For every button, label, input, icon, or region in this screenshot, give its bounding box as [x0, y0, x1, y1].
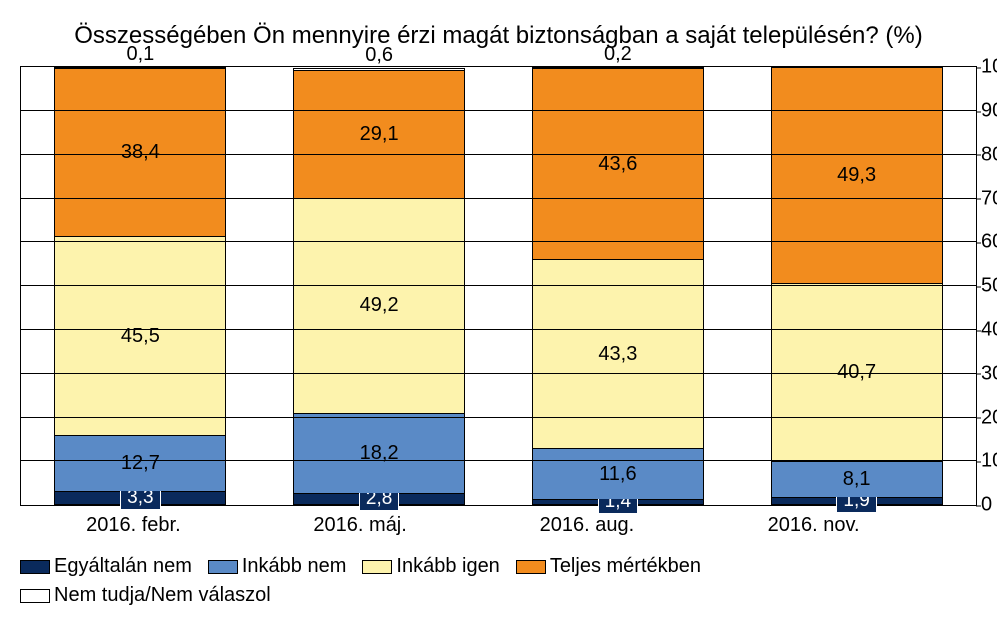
- y-tick-label: 70: [981, 187, 997, 210]
- bar-segment-inkabb_igen: 45,5: [54, 236, 226, 435]
- legend-label: Inkább nem: [242, 555, 347, 578]
- bar-segment-teljes_mertekben: 29,1: [293, 70, 465, 197]
- gridline: [21, 460, 976, 461]
- bar-segment-egyaltalan_nem: 2,8: [293, 493, 465, 505]
- y-tick-label: 0: [981, 494, 992, 517]
- y-tick-label: 50: [981, 275, 997, 298]
- bar-segment-inkabb_igen: 49,2: [293, 198, 465, 413]
- y-tick-label: 60: [981, 231, 997, 254]
- bar-segment-teljes_mertekben: 49,3: [771, 67, 943, 283]
- legend-swatch: [516, 560, 546, 574]
- segment-value-label: 0,2: [604, 43, 632, 66]
- legend-swatch: [362, 560, 392, 574]
- bar-segment-nem_tudja: 0,1: [54, 67, 226, 68]
- segment-value-label: 49,3: [837, 164, 876, 187]
- plot-area: 3,312,745,538,40,12,818,249,229,10,61,41…: [20, 66, 977, 506]
- y-tick-label: 20: [981, 406, 997, 429]
- segment-value-label: 38,4: [121, 141, 160, 164]
- segment-value-label: 18,2: [360, 442, 399, 465]
- gridline: [21, 373, 976, 374]
- x-axis-label: 2016. máj.: [279, 514, 442, 537]
- segment-value-label: 0,1: [126, 43, 154, 66]
- segment-value-label: 12,7: [121, 452, 160, 475]
- bar-segment-egyaltalan_nem: 1,9: [771, 497, 943, 505]
- gridline: [21, 417, 976, 418]
- gridline: [21, 198, 976, 199]
- legend-swatch: [20, 589, 50, 603]
- bar-segment-inkabb_nem: 12,7: [54, 435, 226, 491]
- bar-segment-inkabb_nem: 18,2: [293, 413, 465, 493]
- bar-segment-inkabb_nem: 11,6: [532, 448, 704, 499]
- legend-swatch: [20, 560, 50, 574]
- segment-value-label: 43,3: [598, 343, 637, 366]
- legend-swatch: [208, 560, 238, 574]
- y-tick-label: 80: [981, 143, 997, 166]
- x-axis: 2016. febr. 2016. máj. 2016. aug. 2016. nov…: [20, 514, 927, 537]
- bar-segment-inkabb_nem: 8,1: [771, 461, 943, 496]
- legend: Egyáltalán nem Inkább nem Inkább igen Telje…: [20, 555, 927, 607]
- y-axis: 0102030405060708090100: [981, 67, 997, 505]
- bar-segment-egyaltalan_nem: 1,4: [532, 499, 704, 505]
- segment-value-label: 8,1: [843, 468, 871, 491]
- bar-group: 2,8 18,2 49,2 29,1 0,6: [293, 67, 465, 505]
- gridline: [21, 329, 976, 330]
- y-tick-label: 30: [981, 362, 997, 385]
- gridline: [21, 110, 976, 111]
- bar-segment-teljes_mertekben: 38,4: [54, 68, 226, 236]
- legend-item: Egyáltalán nem: [20, 555, 192, 578]
- legend-item: Nem tudja/Nem válaszol: [20, 584, 271, 607]
- gridline: [21, 241, 976, 242]
- bar-group: 1,4 11,6 43,3 43,6 0,2: [532, 67, 704, 505]
- y-tick-label: 10: [981, 450, 997, 473]
- chart-body: 3,312,745,538,40,12,818,249,229,10,61,41…: [20, 66, 977, 506]
- y-tick-label: 100: [981, 56, 997, 79]
- legend-label: Teljes mértékben: [550, 555, 701, 578]
- bar-segment-egyaltalan_nem: 3,3: [54, 491, 226, 505]
- bar-segment-nem_tudja: 0,6: [293, 68, 465, 71]
- gridline: [21, 154, 976, 155]
- segment-value-label: 0,6: [365, 44, 393, 67]
- gridline: [21, 285, 976, 286]
- y-tick-label: 40: [981, 319, 997, 342]
- bar-segment-nem_tudja: 0,2: [532, 67, 704, 68]
- x-axis-label: 2016. febr.: [52, 514, 215, 537]
- y-tick-label: 90: [981, 100, 997, 123]
- bar-segment-teljes_mertekben: 43,6: [532, 68, 704, 259]
- legend-item: Inkább nem: [208, 555, 347, 578]
- segment-value-label: 43,6: [598, 153, 637, 176]
- chart-container: Összességében Ön mennyire érzi magát biz…: [20, 20, 977, 607]
- bar-group: 1,98,140,749,3: [771, 67, 943, 505]
- segment-value-label: 29,1: [360, 123, 399, 146]
- bars-area: 3,312,745,538,40,12,818,249,229,10,61,41…: [21, 67, 976, 505]
- legend-label: Egyáltalán nem: [54, 555, 192, 578]
- chart-title: Összességében Ön mennyire érzi magát biz…: [20, 20, 977, 51]
- segment-value-label: 11,6: [599, 463, 636, 486]
- legend-item: Inkább igen: [362, 555, 499, 578]
- bar-segment-inkabb_igen: 43,3: [532, 259, 704, 448]
- segment-value-label: 49,2: [360, 294, 399, 317]
- legend-item: Teljes mértékben: [516, 555, 701, 578]
- x-axis-label: 2016. nov.: [732, 514, 895, 537]
- x-axis-label: 2016. aug.: [505, 514, 668, 537]
- legend-label: Inkább igen: [396, 555, 499, 578]
- legend-label: Nem tudja/Nem válaszol: [54, 584, 271, 607]
- bar-group: 3,3 12,7 45,5 38,4 0,1: [54, 67, 226, 505]
